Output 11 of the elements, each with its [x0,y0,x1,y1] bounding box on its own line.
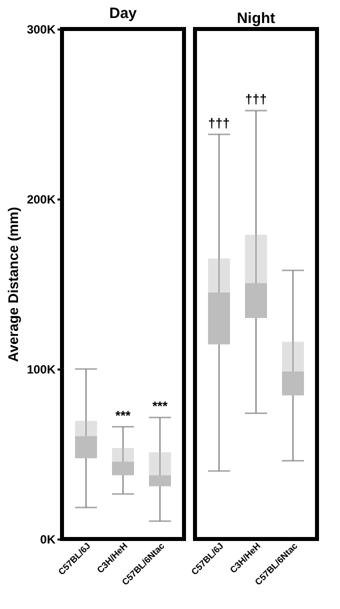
y-tick-label: 0K [40,532,56,546]
annotation: *** [115,408,132,423]
chart-title: Night [236,10,276,27]
annotation: ††† [208,115,230,130]
y-axis-title: Average Distance (mm) [4,206,21,362]
annotation: ††† [245,92,267,107]
annotation: *** [152,398,168,414]
y-tick-label: 300K [26,22,56,36]
y-tick-label: 100K [26,362,56,376]
y-tick-label: 200K [26,192,56,206]
chart-title: Day [109,5,138,22]
